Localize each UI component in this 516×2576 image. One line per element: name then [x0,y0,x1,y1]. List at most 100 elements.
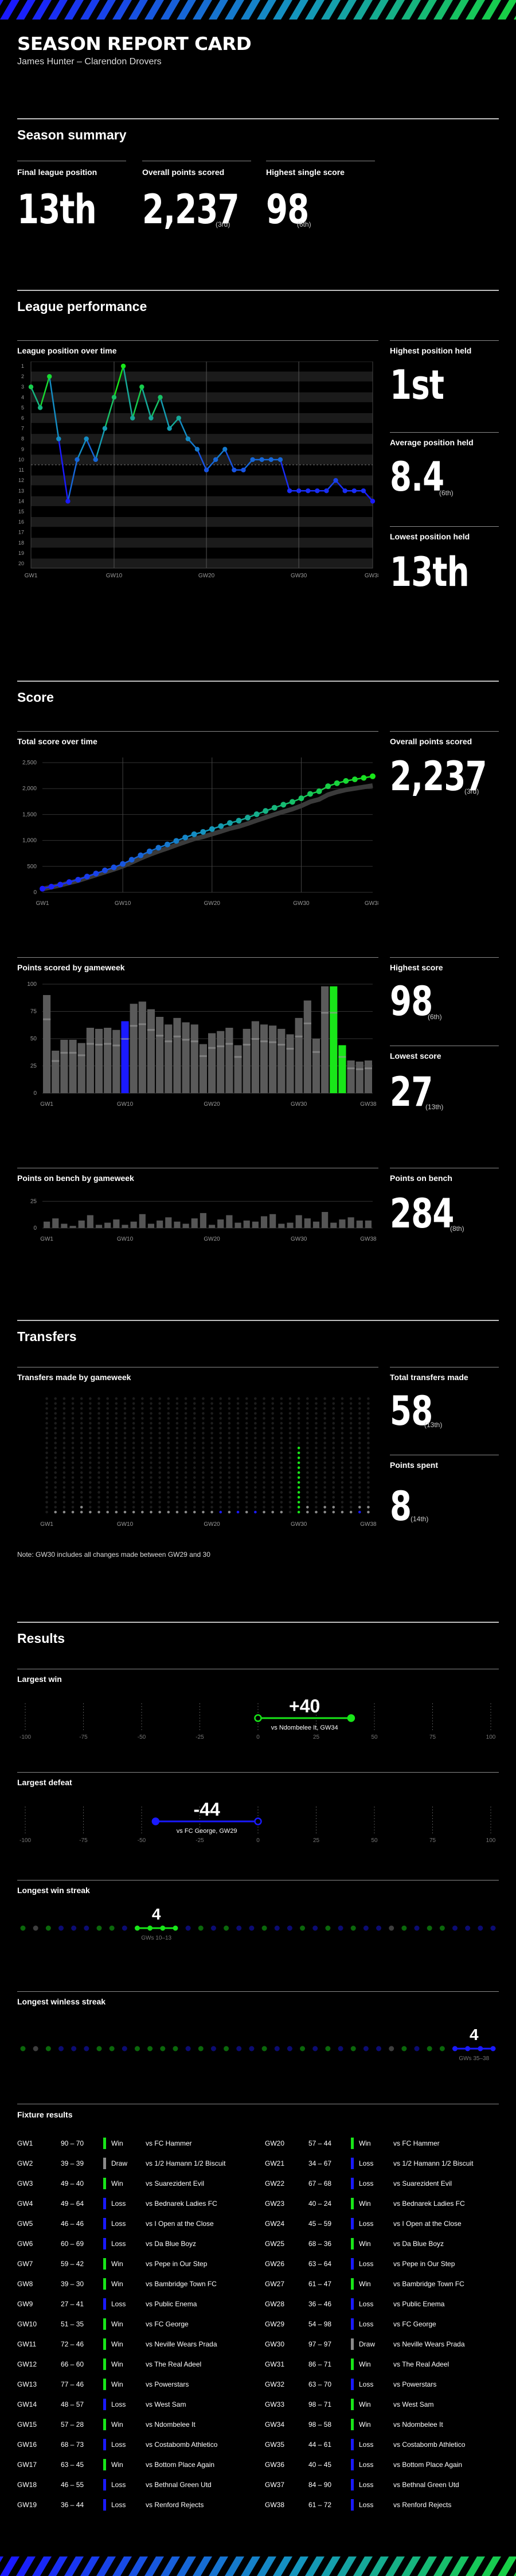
empty-slot-dot [150,1471,153,1474]
empty-slot-dot [254,1427,257,1430]
streak-result-dot [401,1925,407,1931]
empty-slot-dot [288,1446,292,1450]
fixture-gw: GW23 [265,2200,285,2208]
fixture-score: 86 – 71 [308,2360,332,2368]
empty-slot-dot [132,1491,135,1494]
position-line-segment [159,397,170,429]
streak-result-dot [439,1925,445,1931]
fixture-gw: GW10 [17,2320,37,2328]
empty-slot-dot [115,1427,118,1430]
bench-bar [295,1215,302,1228]
empty-slot-dot [141,1397,144,1400]
streak-result-dot [198,1925,204,1931]
empty-slot-dot [306,1451,309,1455]
empty-slot-dot [62,1501,66,1504]
fixture-opponent: vs I Open at the Close [146,2220,214,2228]
league-average-marker [121,1038,129,1040]
position-line-segment [76,438,87,460]
empty-slot-dot [306,1436,309,1440]
band-stripe [289,2556,308,2576]
empty-slot-dot [271,1506,274,1509]
lowest-score-value: 27 [390,1069,433,1116]
fixture-gw: GW19 [17,2501,37,2509]
empty-slot-dot [167,1481,170,1484]
league-average-marker [69,1052,77,1054]
fixture-score: 97 – 97 [308,2340,332,2348]
transfer-dot [332,1510,335,1514]
empty-slot-dot [89,1432,92,1435]
streak-result-dot [490,1925,496,1931]
empty-slot-dot [106,1442,109,1444]
transfer-dot [184,1510,187,1514]
league-average-marker [43,1018,51,1020]
fixture-gw: GW3 [17,2179,33,2188]
position-point [277,457,283,463]
empty-slot-dot [158,1407,161,1410]
empty-slot-dot [115,1491,118,1494]
position-point [324,488,329,494]
streak-result-dot [109,2046,115,2052]
position-line-segment [122,366,134,418]
empty-slot-dot [254,1417,257,1420]
empty-slot-dot [210,1446,213,1450]
empty-slot-dot [123,1402,127,1405]
fixture-score: 63 – 45 [61,2461,84,2469]
transfer-dot [193,1510,196,1514]
empty-slot-dot [210,1436,213,1440]
band-stripe [0,0,3,6]
position-line-segment [39,376,50,408]
empty-slot-dot [280,1501,283,1504]
gw-points-bar [295,1017,303,1093]
streak-result-dot [350,1925,356,1931]
empty-slot-dot [210,1442,213,1444]
fixture-score: 61 – 72 [308,2501,332,2509]
gw-points-bar [355,1061,363,1093]
empty-slot-dot [245,1432,248,1435]
empty-slot-dot [306,1466,309,1469]
streak-result-dot [122,1925,127,1931]
empty-slot-dot [62,1506,66,1509]
empty-slot-dot [210,1491,213,1494]
fixture-gw: GW33 [265,2400,285,2408]
empty-slot-dot [45,1451,48,1455]
fixture-result: Loss [359,2481,374,2489]
empty-slot-dot [297,1436,300,1440]
empty-slot-dot [71,1446,75,1450]
empty-slot-dot [132,1495,135,1499]
total-point [307,791,314,797]
empty-slot-dot [254,1476,257,1479]
empty-slot-dot [306,1412,309,1415]
transfer-dot [150,1510,153,1514]
band-stripe [32,0,52,20]
gw-points-bar [121,1021,129,1093]
y-tick-label: 2 [21,374,24,379]
empty-slot-dot [132,1461,135,1464]
empty-slot-dot [167,1432,170,1435]
final-position-value: 13th [17,186,97,233]
lowest-held-value: 13th [390,549,470,596]
total-point [289,799,295,805]
fixture-result: Win [111,2139,123,2147]
fixture-gw: GW16 [17,2441,37,2449]
total-point [245,814,251,821]
fixture-row: GW35 44 – 61 Loss vs Costabomb Athletico [265,2435,506,2454]
band-stripe [401,2556,421,2576]
streak-result-dot [338,2046,343,2052]
empty-slot-dot [236,1461,240,1464]
margin-end-point [254,1817,262,1825]
empty-slot-dot [106,1451,109,1455]
empty-slot-dot [123,1417,127,1420]
empty-slot-dot [332,1436,335,1440]
band-stripe [321,2556,341,2576]
empty-slot-dot [210,1451,213,1455]
empty-slot-dot [132,1451,135,1455]
position-point [130,415,135,421]
fixture-opponent: vs Bednarek Ladies FC [146,2200,217,2208]
fixture-result-marker [103,2138,106,2149]
gw-points-bar [69,1039,77,1093]
empty-slot-dot [89,1466,92,1469]
empty-slot-dot [150,1481,153,1484]
empty-slot-dot [193,1466,196,1469]
empty-slot-dot [245,1417,248,1420]
bench-bar [330,1222,337,1228]
